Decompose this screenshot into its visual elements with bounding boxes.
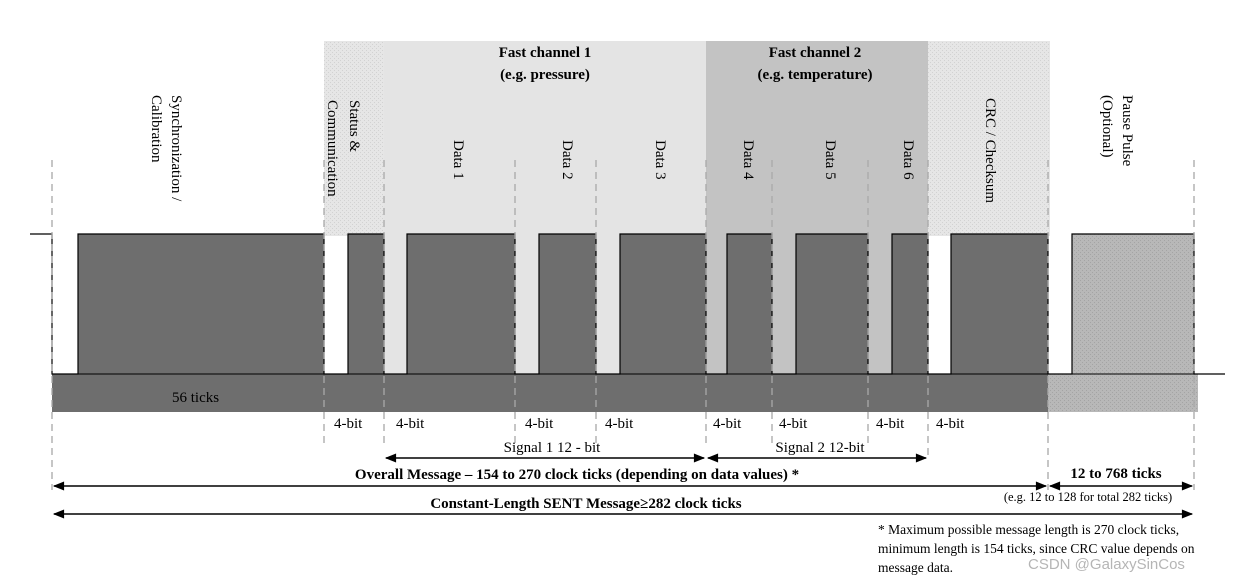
pulse-crc [950, 233, 1049, 375]
crc-header-band [928, 41, 1050, 236]
pulse-sync [77, 233, 325, 375]
bit-label-data-5: 4-bit [779, 416, 808, 432]
segment-boundaries [51, 160, 1195, 490]
pause-ticks-label: 12 to 768 ticks [1070, 466, 1161, 482]
bit-label-data-1: 4-bit [396, 416, 425, 432]
pause-label-line2: (Optional) [1099, 95, 1115, 157]
pulses [77, 233, 1049, 375]
pause-ticks-note: (e.g. 12 to 128 for total 282 ticks) [1004, 490, 1172, 504]
signal-1-label: Signal 1 12 - bit [504, 440, 601, 456]
pulse-data-6 [891, 233, 929, 375]
data-4-label: Data 4 [740, 140, 756, 180]
fast-channel-1-title: Fast channel 1 [499, 45, 592, 61]
data-5-label: Data 5 [822, 140, 838, 180]
footnote: * Maximum possible message length is 270… [878, 522, 1195, 575]
status-header-band [324, 41, 384, 236]
pause-low-band [1048, 374, 1198, 412]
bit-label-data-3: 4-bit [605, 416, 634, 432]
pulse-data-3 [619, 233, 707, 375]
fast-channel-2-subtitle: (e.g. temperature) [757, 67, 872, 83]
sync-label-line2: Calibration [148, 95, 164, 163]
bit-label-data-4: 4-bit [713, 416, 742, 432]
signal-2-label: Signal 2 12-bit [775, 440, 865, 456]
constant-length-label: Constant-Length SENT Message≥282 clock t… [430, 496, 741, 512]
bit-label-data-6: 4-bit [876, 416, 905, 432]
crc-label: CRC / Checksum [982, 98, 998, 203]
pulse-data-2 [538, 233, 597, 375]
data-2-label: Data 2 [559, 140, 575, 180]
low-level-band [52, 374, 1048, 412]
fast-channel-1-subtitle: (e.g. pressure) [500, 67, 590, 83]
overall-message-label: Overall Message – 154 to 270 clock ticks… [355, 467, 799, 483]
pulse-data-1 [406, 233, 516, 375]
pulse-pause [1071, 233, 1195, 375]
data-6-label: Data 6 [900, 140, 916, 180]
pulse-data-4 [726, 233, 773, 375]
status-label-line2: Communication [324, 100, 340, 197]
data-3-label: Data 3 [652, 140, 668, 180]
fast-channel-2-title: Fast channel 2 [769, 45, 862, 61]
pause-label-line1: Pause Pulse [1119, 95, 1135, 167]
pulse-status [347, 233, 385, 375]
bit-label-data-2: 4-bit [525, 416, 554, 432]
sync-label-line1: Synchronization / [168, 95, 184, 202]
data-1-label: Data 1 [450, 140, 466, 180]
bit-label-status: 4-bit [334, 416, 363, 432]
watermark: CSDN @GalaxySinCos [1028, 556, 1185, 573]
status-label-line1: Status & [346, 100, 362, 152]
sync-ticks-label: 56 ticks [172, 390, 219, 406]
pulse-data-5 [795, 233, 869, 375]
bit-label-crc: 4-bit [936, 416, 965, 432]
